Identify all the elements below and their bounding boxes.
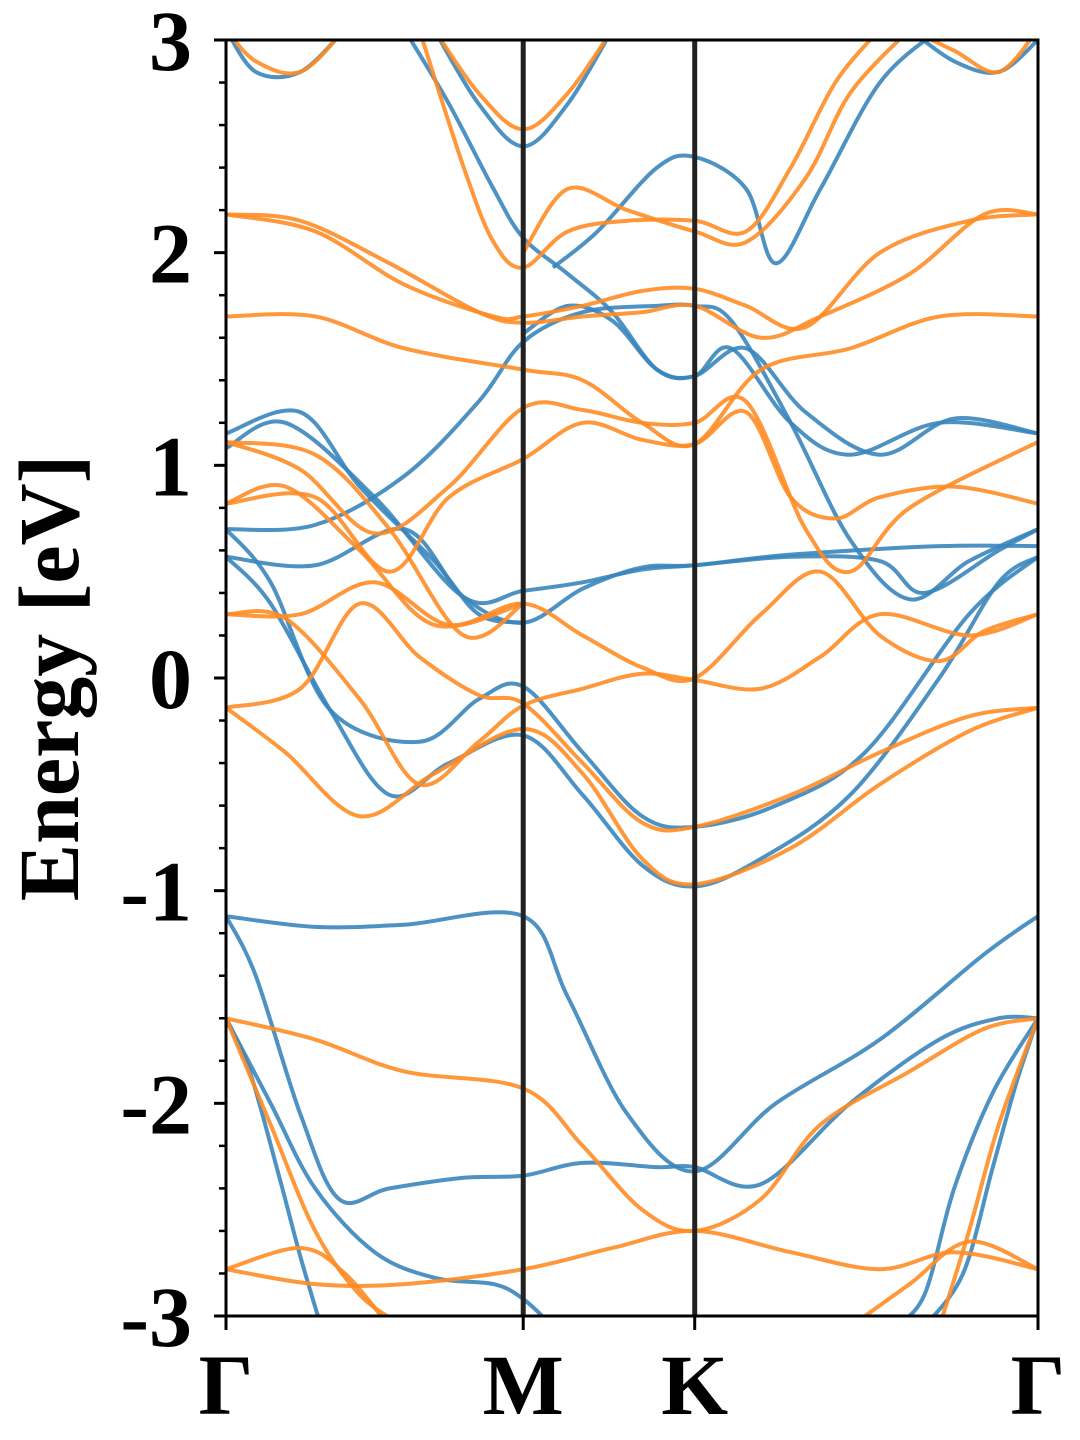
band-line-spin-down — [226, 208, 1038, 340]
band-line-spin-down — [226, 312, 1038, 449]
y-tick-label: -1 — [120, 844, 192, 940]
band-line-spin-down — [861, 1239, 1038, 1316]
band-line-spin-up — [226, 302, 1038, 602]
band-line-spin-down — [940, 1017, 1038, 1316]
band-line-spin-down — [226, 601, 1038, 833]
band-line-spin-down — [226, 1016, 1038, 1234]
band-line-spin-up — [226, 910, 1038, 1174]
y-tick-label: -3 — [120, 1269, 192, 1365]
band-line-spin-up — [226, 915, 1038, 1206]
plot-frame — [224, 38, 1040, 1318]
y-tick-label: 0 — [149, 631, 192, 727]
band-line-spin-up — [226, 526, 1038, 625]
band-line-spin-up — [226, 527, 1038, 830]
band-line-spin-down — [226, 1017, 391, 1316]
band-line-spin-up — [226, 419, 1038, 606]
band-line-spin-up — [226, 408, 524, 625]
band-line-spin-up — [919, 40, 1038, 75]
x-tick-label: Γ — [199, 1337, 254, 1433]
band-line-spin-down — [226, 394, 1038, 575]
band-lines — [226, 40, 1038, 1316]
y-tick-label: 2 — [149, 206, 192, 302]
band-line-spin-down — [420, 40, 873, 270]
band-line-spin-down — [927, 40, 1033, 75]
band-line-spin-down — [226, 483, 524, 629]
x-tick-label: K — [661, 1337, 728, 1433]
y-axis-label: Energy [eV] — [1, 455, 97, 902]
band-line-spin-up — [226, 555, 1038, 889]
band-line-spin-up — [906, 1017, 1038, 1316]
band-line-spin-down — [521, 40, 902, 254]
band-line-spin-up — [408, 40, 1038, 457]
y-tick-label: 1 — [149, 418, 192, 514]
band-line-spin-down — [226, 1245, 384, 1316]
band-line-spin-up — [522, 303, 1038, 457]
high-symmetry-lines — [520, 40, 698, 1316]
x-tick-label: M — [483, 1337, 564, 1433]
band-line-spin-down — [226, 212, 1038, 331]
y-tick-label: -2 — [120, 1056, 192, 1152]
x-tick-label: Γ — [1011, 1337, 1066, 1433]
y-axis-ticks: 3 2 1 0 -1 -2 -3 — [120, 0, 226, 1365]
band-line-spin-down — [226, 439, 525, 640]
band-line-spin-down — [231, 40, 339, 76]
band-line-spin-up — [551, 40, 929, 270]
y-tick-label: 3 — [149, 0, 192, 89]
band-line-spin-down — [226, 569, 1038, 684]
band-line-spin-up — [226, 1017, 546, 1316]
band-line-spin-down — [226, 705, 1038, 887]
band-line-spin-down — [226, 408, 1038, 574]
band-line-spin-down — [226, 609, 1038, 788]
